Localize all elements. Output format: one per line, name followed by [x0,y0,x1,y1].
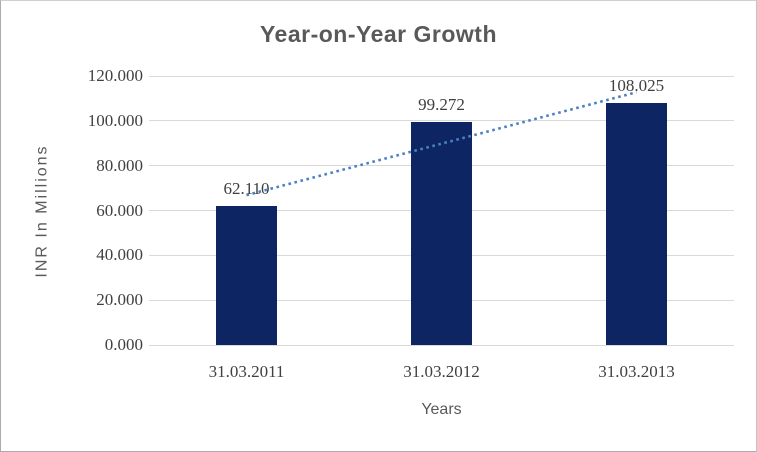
y-tick-label: 60.000 [96,200,143,220]
bar-data-label: 99.272 [418,95,465,115]
gridline [149,75,734,77]
gridline [149,344,734,346]
y-tick-label: 40.000 [96,245,143,265]
x-category-label: 31.03.2012 [403,362,480,381]
chart-bar [411,122,472,345]
chart-bar [606,102,667,345]
chart-title: Year-on-Year Growth [259,21,497,47]
trendline [246,90,637,197]
chart-bar [216,205,277,345]
bar-data-label: 108.025 [608,75,665,95]
y-tick-label: 80.000 [96,155,143,175]
y-tick-label: 0.000 [104,335,143,354]
bar-data-label: 62.110 [223,178,270,198]
y-tick-label: 20.000 [96,290,143,310]
gridline [149,120,734,122]
y-tick-label: 120.000 [87,66,143,85]
y-tick-label: 100.000 [87,110,143,130]
x-category-label: 31.03.2013 [598,362,675,381]
x-axis-title: Years [421,401,462,418]
plot-area [149,75,734,346]
x-category-label: 31.03.2011 [208,362,285,381]
